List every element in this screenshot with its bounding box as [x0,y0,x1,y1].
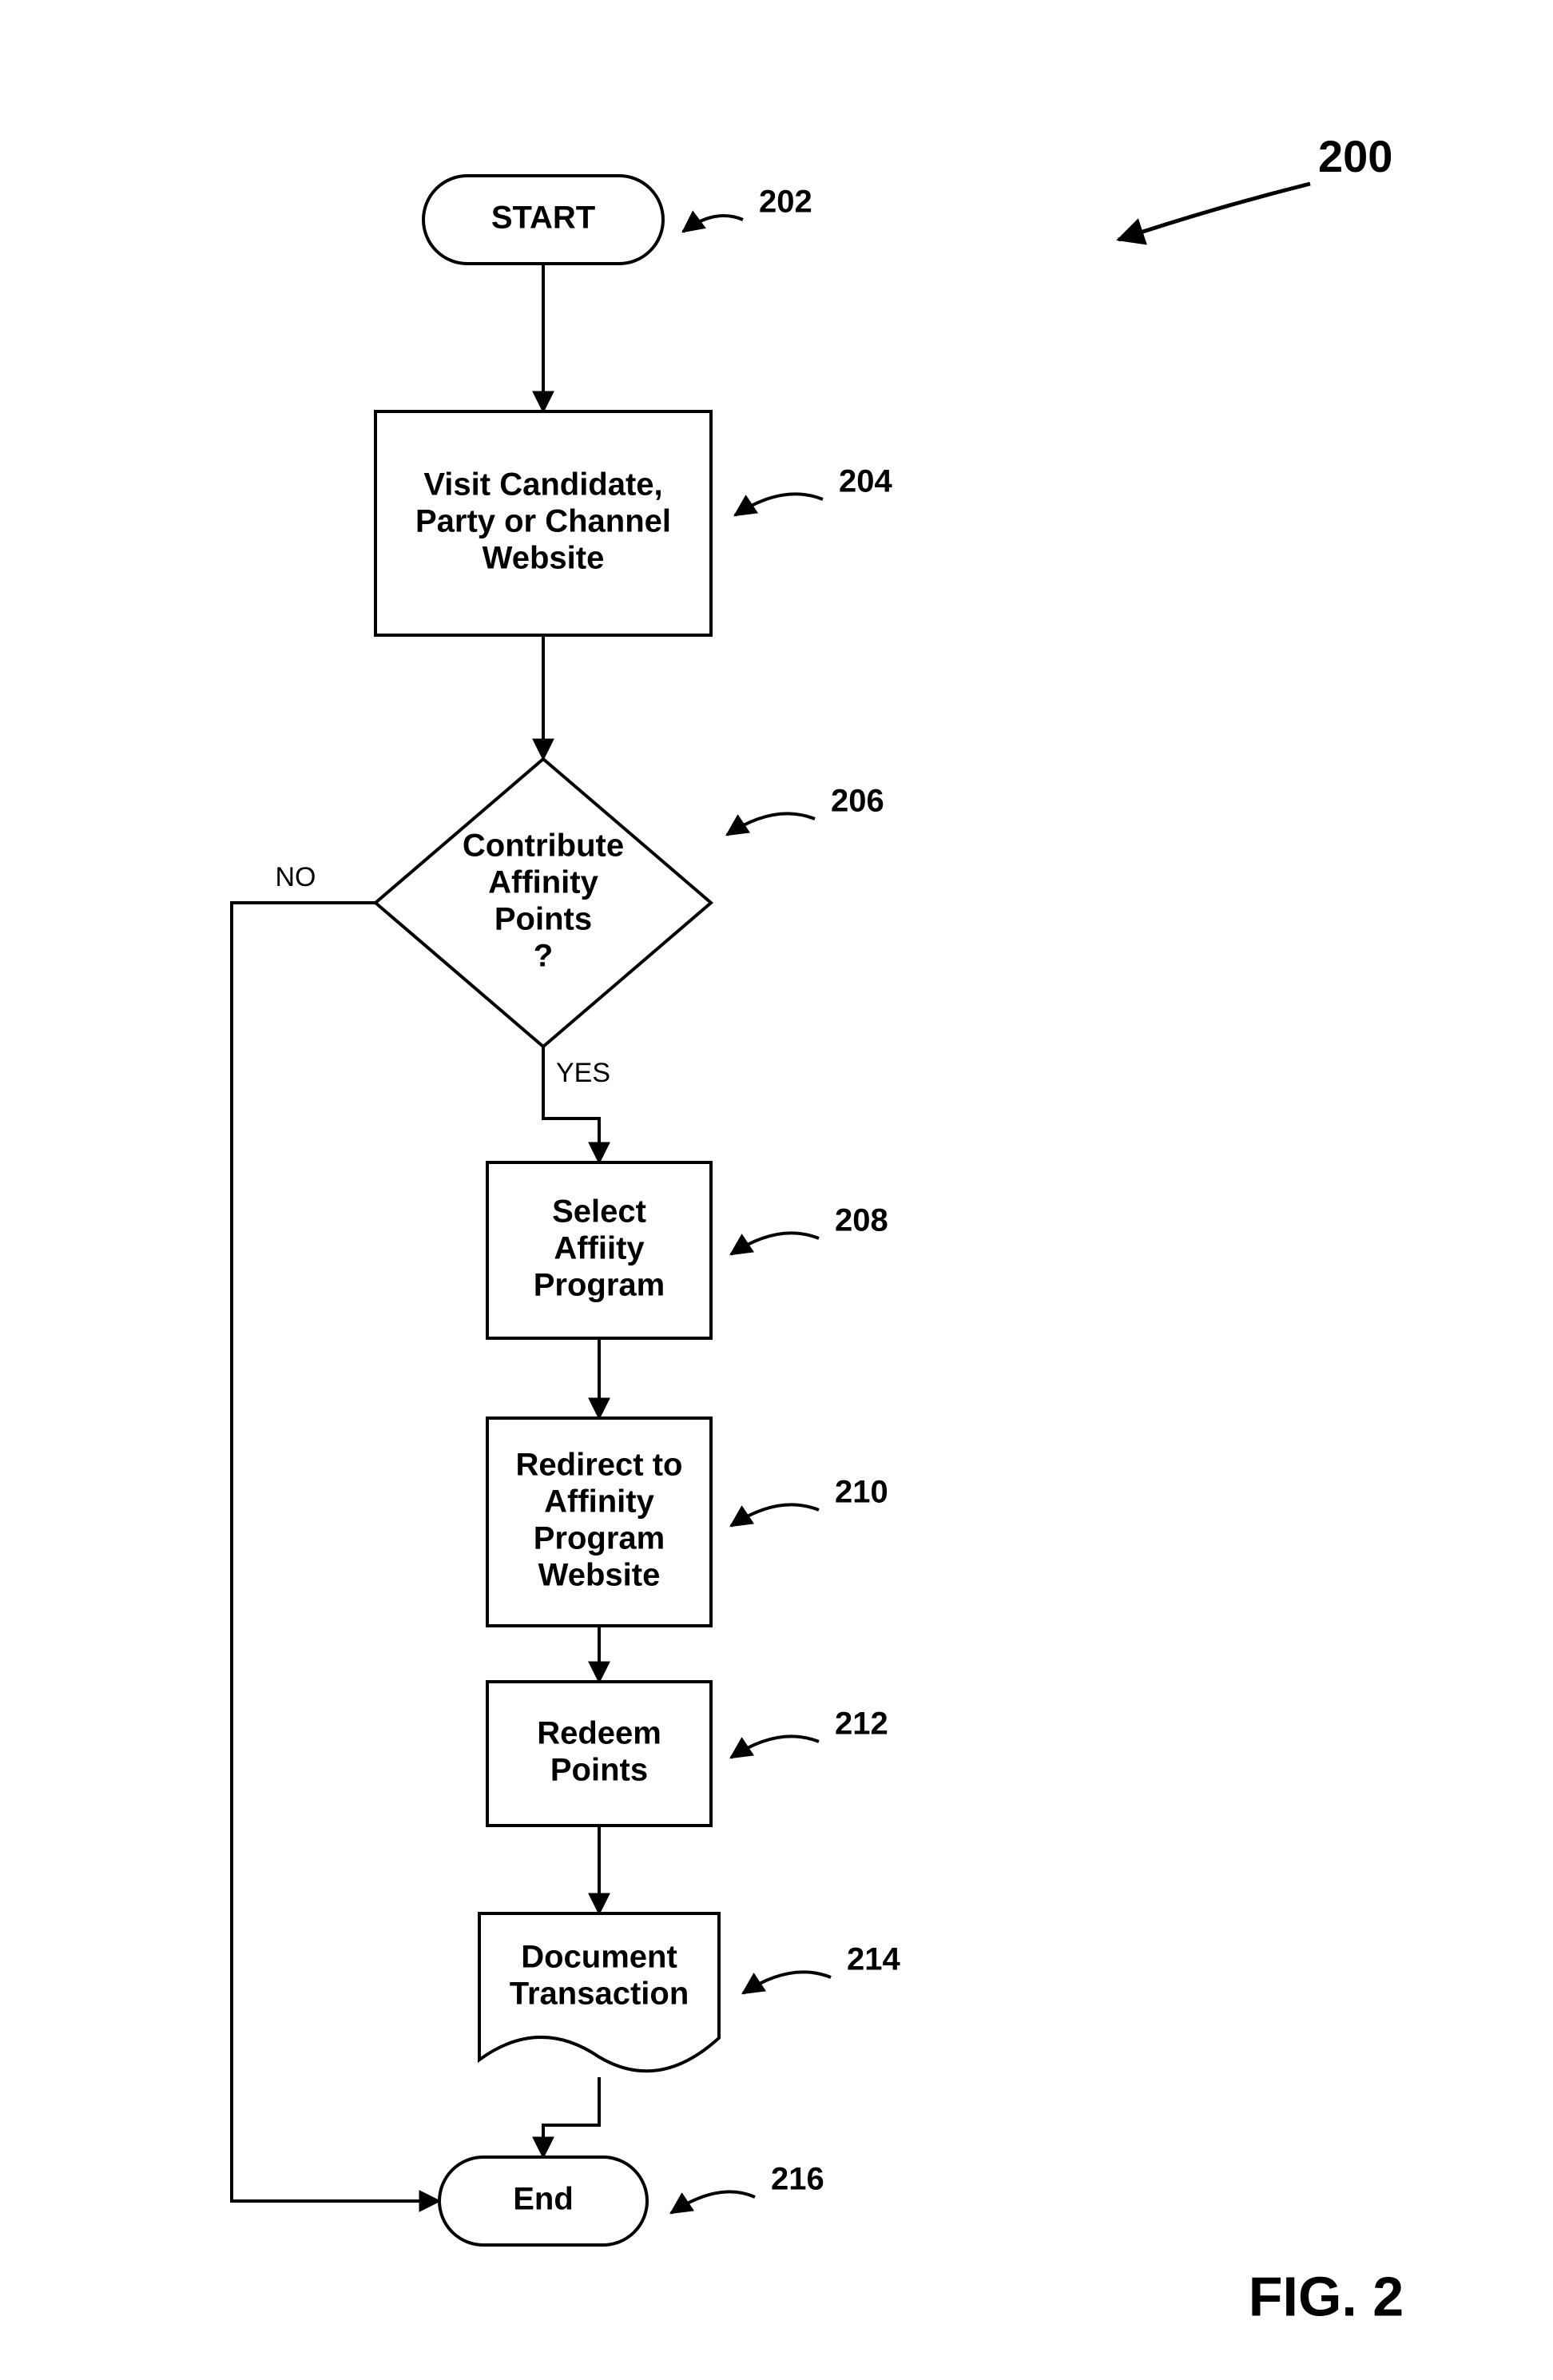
svg-text:Contribute: Contribute [463,828,624,864]
svg-text:Redirect to: Redirect to [516,1448,683,1483]
svg-text:Visit Candidate,: Visit Candidate, [423,467,662,503]
svg-text:Points: Points [494,902,592,937]
edge-decision-no-end: NO [232,862,439,2201]
svg-text:Affiity: Affiity [554,1231,645,1266]
figure-ref-200: 200 [1118,131,1392,240]
svg-text:START: START [491,201,595,236]
svg-text:214: 214 [847,1942,900,1977]
ref-document: 214 [743,1942,900,1993]
node-decision: ContributeAffinityPoints? [375,759,711,1047]
ref-redirect: 210 [731,1475,888,1526]
svg-text:Website: Website [538,1558,661,1593]
node-end: End [439,2157,647,2245]
node-select: SelectAffiityProgram [487,1162,711,1338]
svg-text:204: 204 [839,464,892,499]
svg-text:?: ? [534,939,553,974]
ref-end: 216 [671,2162,824,2213]
svg-text:200: 200 [1318,131,1392,181]
node-redeem: RedeemPoints [487,1682,711,1826]
svg-text:End: End [513,2182,574,2217]
svg-text:202: 202 [759,185,812,220]
svg-text:Website: Website [483,541,605,576]
svg-text:206: 206 [831,784,884,819]
ref-decision: 206 [727,784,884,835]
svg-text:Party or Channel: Party or Channel [415,504,671,539]
ref-start: 202 [683,185,812,232]
figure-label: FIG. 2 [1249,2265,1404,2327]
svg-text:212: 212 [835,1707,888,1742]
svg-text:Program: Program [534,1268,665,1303]
node-start: START [423,176,663,264]
ref-select: 208 [731,1203,888,1254]
edge-document-end [543,2077,599,2157]
svg-text:210: 210 [835,1475,888,1510]
svg-text:Redeem: Redeem [537,1716,661,1751]
svg-text:Affinity: Affinity [488,865,599,900]
svg-text:Affinity: Affinity [544,1484,655,1520]
node-document: DocumentTransaction [479,1913,719,2071]
node-visit: Visit Candidate,Party or ChannelWebsite [375,411,711,635]
svg-text:216: 216 [771,2162,824,2197]
node-redirect: Redirect toAffinityProgramWebsite [487,1418,711,1626]
svg-text:Document: Document [521,1939,677,1974]
ref-visit: 204 [735,464,892,515]
svg-text:Program: Program [534,1521,665,1556]
flowchart-canvas: YES NO START Visit Candidate,Party or Chann… [0,0,1553,2380]
edge-label-decision-select: YES [556,1058,610,1088]
ref-redeem: 212 [731,1707,888,1758]
edge-decision-select: YES [543,1047,610,1162]
svg-text:Transaction: Transaction [510,1976,689,2011]
edge-label-decision-no-end: NO [276,862,316,892]
svg-text:Points: Points [550,1753,648,1788]
svg-text:Select: Select [552,1194,646,1230]
svg-text:208: 208 [835,1203,888,1238]
